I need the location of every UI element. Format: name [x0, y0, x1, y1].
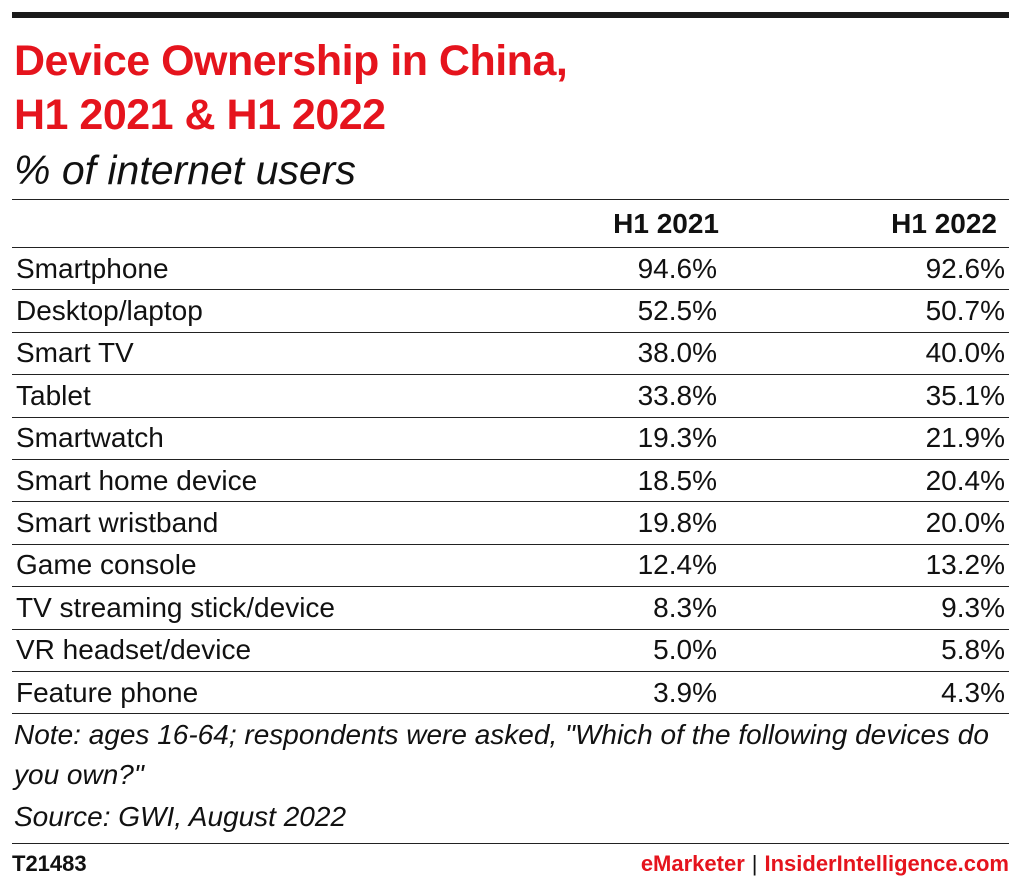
row-label: Smart wristband [16, 507, 219, 539]
table-row: VR headset/device 5.0% 5.8% [12, 629, 1009, 672]
cell-h1-2021: 33.8% [637, 379, 717, 411]
cell-h1-2021: 19.8% [637, 507, 717, 539]
row-label: TV streaming stick/device [16, 591, 335, 623]
cell-h1-2022: 13.2% [925, 549, 1005, 581]
cell-h1-2021: 18.5% [637, 464, 717, 496]
row-label: Smart home device [16, 464, 258, 496]
cell-h1-2021: 12.4% [637, 549, 717, 581]
table-row: Smart TV 38.0% 40.0% [12, 332, 1009, 375]
cell-h1-2022: 20.4% [925, 464, 1005, 496]
table-row: TV streaming stick/device 8.3% 9.3% [12, 587, 1009, 630]
cell-h1-2021: 3.9% [653, 676, 717, 708]
data-table-container: H1 2021 H1 2022 Smartphone 94.6% 92.6% Desk… [12, 199, 1009, 714]
brand-insider-intelligence: InsiderIntelligence.com [764, 851, 1009, 876]
cell-h1-2021: 52.5% [637, 295, 717, 327]
row-label: Feature phone [16, 676, 199, 708]
column-header-h1-2022: H1 2022 [891, 207, 997, 239]
row-label: Smart TV [16, 337, 134, 369]
table-row: Smartphone 94.6% 92.6% [12, 248, 1009, 290]
table-row: Smart wristband 19.8% 20.0% [12, 502, 1009, 545]
chart-source: Source: GWI, August 2022 [14, 801, 347, 832]
cell-h1-2021: 38.0% [637, 337, 717, 369]
cell-h1-2021: 8.3% [653, 591, 717, 623]
cell-h1-2022: 20.0% [925, 507, 1005, 539]
cell-h1-2021: 5.0% [653, 634, 717, 666]
column-header-h1-2021: H1 2021 [613, 207, 719, 239]
table-row: Game console 12.4% 13.2% [12, 544, 1009, 587]
row-label: Tablet [16, 379, 91, 411]
cell-h1-2022: 40.0% [925, 337, 1005, 369]
chart-subtitle: % of internet users [14, 147, 356, 193]
table-row: Feature phone 3.9% 4.3% [12, 671, 1009, 714]
cell-h1-2021: 94.6% [637, 252, 717, 284]
brand-emarketer: eMarketer [640, 851, 745, 876]
table-row: Tablet 33.8% 35.1% [12, 375, 1009, 418]
cell-h1-2022: 21.9% [925, 422, 1005, 454]
top-rule [12, 12, 1009, 18]
table-header: H1 2021 H1 2022 [12, 199, 1009, 248]
chart-id: T21483 [12, 851, 87, 876]
cell-h1-2021: 19.3% [637, 422, 717, 454]
cell-h1-2022: 50.7% [925, 295, 1005, 327]
row-label: Smartphone [16, 252, 169, 284]
table-body: Smartphone 94.6% 92.6% Desktop/laptop 52.5% 5… [12, 248, 1009, 714]
brand-footer: eMarketer | InsiderIntelligence.com [641, 850, 1009, 878]
chart-note: Note: ages 16-64; respondents were asked… [14, 719, 989, 790]
chart-title: Device Ownership in China, H1 2021 & H1 … [14, 34, 1004, 142]
row-label: VR headset/device [16, 634, 252, 666]
table-row: Smart home device 18.5% 20.4% [12, 459, 1009, 502]
brand-separator: | [751, 851, 758, 876]
row-label: Smartwatch [16, 422, 164, 454]
cell-h1-2022: 9.3% [941, 591, 1005, 623]
cell-h1-2022: 92.6% [925, 252, 1005, 284]
cell-h1-2022: 35.1% [925, 379, 1005, 411]
cell-h1-2022: 4.3% [941, 676, 1005, 708]
table-row: Desktop/laptop 52.5% 50.7% [12, 290, 1009, 333]
data-table: H1 2021 H1 2022 Smartphone 94.6% 92.6% Desk… [12, 199, 1009, 714]
row-label: Game console [16, 549, 197, 581]
footer-rule [12, 843, 1009, 844]
row-label: Desktop/laptop [16, 295, 203, 327]
table-header-row: H1 2021 H1 2022 [12, 199, 1009, 248]
cell-h1-2022: 5.8% [941, 634, 1005, 666]
header-label-cell [12, 200, 432, 248]
table-row: Smartwatch 19.3% 21.9% [12, 417, 1009, 460]
chart-title-line2: H1 2021 & H1 2022 [14, 91, 386, 139]
chart-title-line1: Device Ownership in China, [14, 37, 568, 85]
